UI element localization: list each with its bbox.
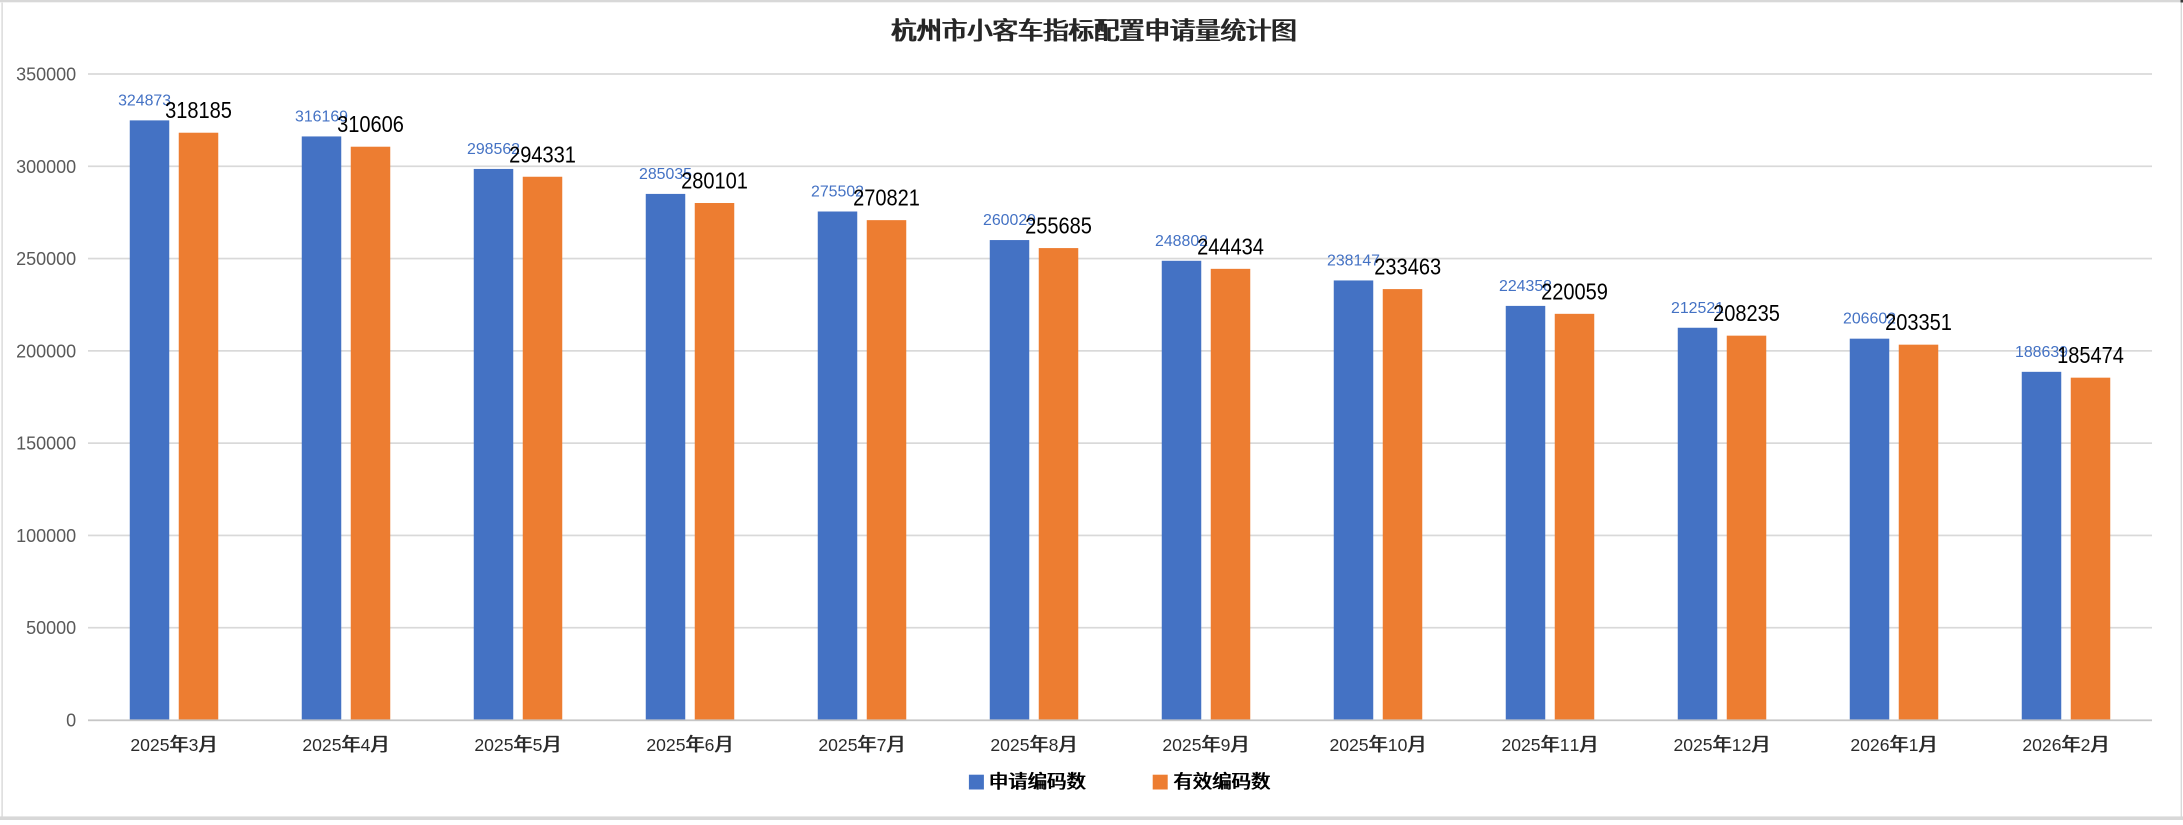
svg-text:4: 4 [361, 735, 371, 755]
svg-text:300000: 300000 [16, 157, 76, 177]
svg-text:294331: 294331 [509, 141, 576, 167]
svg-text:7: 7 [877, 735, 887, 755]
svg-text:0: 0 [828, 735, 838, 755]
svg-text:2: 2 [1742, 735, 1752, 755]
svg-text:238147: 238147 [1327, 252, 1380, 269]
svg-text:5: 5 [1020, 735, 1030, 755]
svg-text:5: 5 [1192, 735, 1202, 755]
svg-text:220059: 220059 [1541, 278, 1608, 304]
svg-text:2: 2 [130, 735, 140, 755]
svg-text:0: 0 [1683, 735, 1693, 755]
svg-text:2: 2 [1693, 735, 1703, 755]
svg-text:5: 5 [533, 735, 543, 755]
svg-text:2: 2 [494, 735, 504, 755]
svg-text:0: 0 [1860, 735, 1870, 755]
svg-text:208235: 208235 [1713, 300, 1780, 326]
svg-text:2: 2 [1329, 735, 1339, 755]
svg-text:2: 2 [646, 735, 656, 755]
svg-text:2: 2 [990, 735, 1000, 755]
svg-text:5: 5 [160, 735, 170, 755]
svg-text:255685: 255685 [1025, 213, 1092, 239]
svg-text:2: 2 [2042, 735, 2052, 755]
svg-text:1: 1 [1388, 735, 1398, 755]
svg-text:8: 8 [1049, 735, 1059, 755]
svg-text:1: 1 [1909, 735, 1919, 755]
svg-text:6: 6 [2052, 735, 2062, 755]
svg-text:2: 2 [1870, 735, 1880, 755]
svg-text:318185: 318185 [165, 97, 232, 123]
svg-text:3: 3 [189, 735, 199, 755]
svg-text:6: 6 [1880, 735, 1890, 755]
svg-text:0: 0 [312, 735, 322, 755]
svg-text:0: 0 [1172, 735, 1182, 755]
svg-text:0: 0 [140, 735, 150, 755]
svg-text:244434: 244434 [1197, 233, 1264, 259]
svg-text:5: 5 [1359, 735, 1369, 755]
svg-text:324873: 324873 [118, 92, 171, 109]
svg-text:150000: 150000 [16, 434, 76, 454]
svg-text:5: 5 [848, 735, 858, 755]
svg-text:2: 2 [474, 735, 484, 755]
svg-text:5: 5 [676, 735, 686, 755]
svg-text:100000: 100000 [16, 526, 76, 546]
svg-text:0: 0 [1511, 735, 1521, 755]
svg-text:0: 0 [656, 735, 666, 755]
svg-text:2: 2 [838, 735, 848, 755]
svg-text:280101: 280101 [681, 168, 748, 194]
svg-text:203351: 203351 [1885, 309, 1952, 335]
svg-text:233463: 233463 [1374, 254, 1441, 280]
svg-text:2: 2 [2081, 735, 2091, 755]
svg-text:185474: 185474 [2057, 342, 2124, 368]
svg-text:2: 2 [1010, 735, 1020, 755]
svg-text:2: 2 [1182, 735, 1192, 755]
svg-text:1: 1 [1570, 735, 1580, 755]
svg-text:2: 2 [666, 735, 676, 755]
svg-text:2: 2 [1521, 735, 1531, 755]
svg-text:2: 2 [1501, 735, 1511, 755]
svg-text:350000: 350000 [16, 65, 76, 85]
svg-text:2: 2 [2022, 735, 2032, 755]
svg-text:310606: 310606 [337, 111, 404, 137]
svg-text:5: 5 [332, 735, 342, 755]
svg-text:2: 2 [1673, 735, 1683, 755]
svg-text:0: 0 [1000, 735, 1010, 755]
svg-text:5: 5 [1531, 735, 1541, 755]
svg-text:1: 1 [1732, 735, 1742, 755]
svg-text:250000: 250000 [16, 249, 76, 269]
svg-text:270821: 270821 [853, 185, 920, 211]
svg-text:200000: 200000 [16, 341, 76, 361]
svg-text:0: 0 [484, 735, 494, 755]
svg-text:2: 2 [150, 735, 160, 755]
svg-text:2: 2 [302, 735, 312, 755]
svg-text:0: 0 [1339, 735, 1349, 755]
svg-text:2: 2 [1349, 735, 1359, 755]
svg-text:5: 5 [1703, 735, 1713, 755]
svg-text:0: 0 [1398, 735, 1408, 755]
svg-text:1: 1 [1560, 735, 1570, 755]
svg-text:2: 2 [1850, 735, 1860, 755]
svg-text:0: 0 [2032, 735, 2042, 755]
svg-text:5: 5 [504, 735, 514, 755]
svg-text:50000: 50000 [26, 618, 76, 638]
svg-text:6: 6 [705, 735, 715, 755]
svg-text:2: 2 [322, 735, 332, 755]
svg-text:2: 2 [1162, 735, 1172, 755]
svg-text:9: 9 [1221, 735, 1231, 755]
svg-text:2: 2 [818, 735, 828, 755]
svg-text:0: 0 [66, 711, 76, 731]
